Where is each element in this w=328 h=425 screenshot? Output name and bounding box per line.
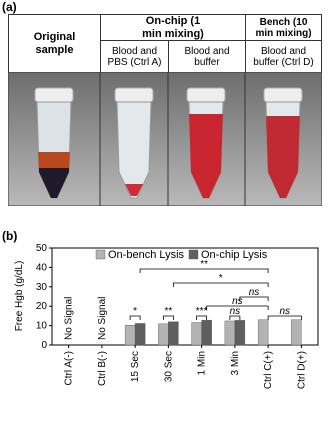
x-tick-label: 3 Min [230,351,241,375]
bracket [239,296,269,301]
bracket [172,282,269,287]
bar [291,319,302,346]
legend-label: On-chip Lysis [201,249,268,261]
tube [114,87,154,199]
photos [8,72,322,206]
tube [34,87,74,199]
bar [234,320,246,346]
significance-label: ns [230,306,241,317]
bracket [267,315,302,320]
legend-swatch [95,249,106,260]
tube [263,87,303,199]
bar [257,319,269,346]
y-tick-label: 0 [41,340,47,351]
legend-swatch [188,249,199,260]
panel-label: (b) [2,229,17,243]
y-tick-label: 50 [36,243,48,254]
x-tick-label: 15 Sec [130,351,141,382]
y-tick-label: 20 [36,301,48,312]
legend-label: On-bench Lysis [108,249,185,261]
bar [191,322,202,346]
annotation: No Signal [97,297,108,340]
y-tick-label: 10 [36,321,48,332]
significance-label: *** [196,306,208,317]
bracket [206,305,269,310]
x-tick-label: 1 Min [197,351,208,375]
annotation: No Signal [64,297,75,340]
significance-label: ns [249,287,260,298]
bar [134,323,146,346]
header: On-chip (1 min mixing) [100,14,246,41]
significance-label: * [219,273,223,284]
plot-frame [51,247,319,346]
y-axis-label: Free Hgb (g/dL) [14,261,25,332]
bracket [229,315,241,320]
y-tick-label: 40 [36,262,48,273]
bracket [196,315,208,320]
panel-label: (a) [2,0,17,14]
x-tick-label: Ctrl D(+) [296,351,307,389]
bracket [162,315,174,320]
tube [186,87,226,199]
bar [168,321,179,346]
bar [224,320,236,346]
significance-label: ** [200,259,208,270]
y-tick-label: 30 [36,282,48,293]
significance-label: ns [279,306,290,317]
bar [158,323,169,346]
x-tick-label: Ctrl C(+) [263,351,274,389]
bar [124,325,136,346]
significance-label: ns [232,296,243,307]
bar [201,319,212,346]
x-tick-label: Ctrl A(-) [64,351,75,385]
significance-label: * [133,306,137,317]
bracket [139,268,269,273]
x-tick-label: Ctrl B(-) [97,351,108,386]
significance-label: ** [164,306,172,317]
x-tick-label: 30 Sec [163,351,174,382]
bracket [129,315,141,320]
